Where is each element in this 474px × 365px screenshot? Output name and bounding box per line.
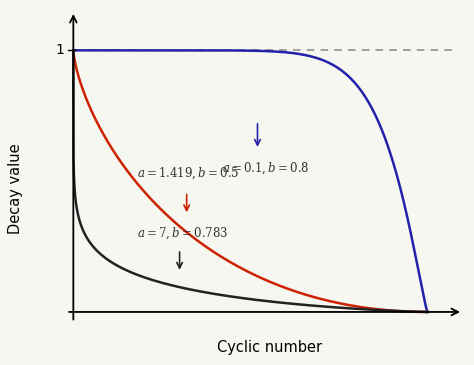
X-axis label: Cyclic number: Cyclic number (217, 340, 322, 355)
Text: $a = 0.1, b = 0.8$: $a = 0.1, b = 0.8$ (222, 161, 310, 176)
Y-axis label: Decay value: Decay value (8, 143, 23, 234)
Text: 1: 1 (55, 43, 64, 57)
Text: $a = 1.419, b = 0.5$: $a = 1.419, b = 0.5$ (137, 166, 240, 181)
Text: $a = 7, b = 0.783$: $a = 7, b = 0.783$ (137, 226, 228, 241)
